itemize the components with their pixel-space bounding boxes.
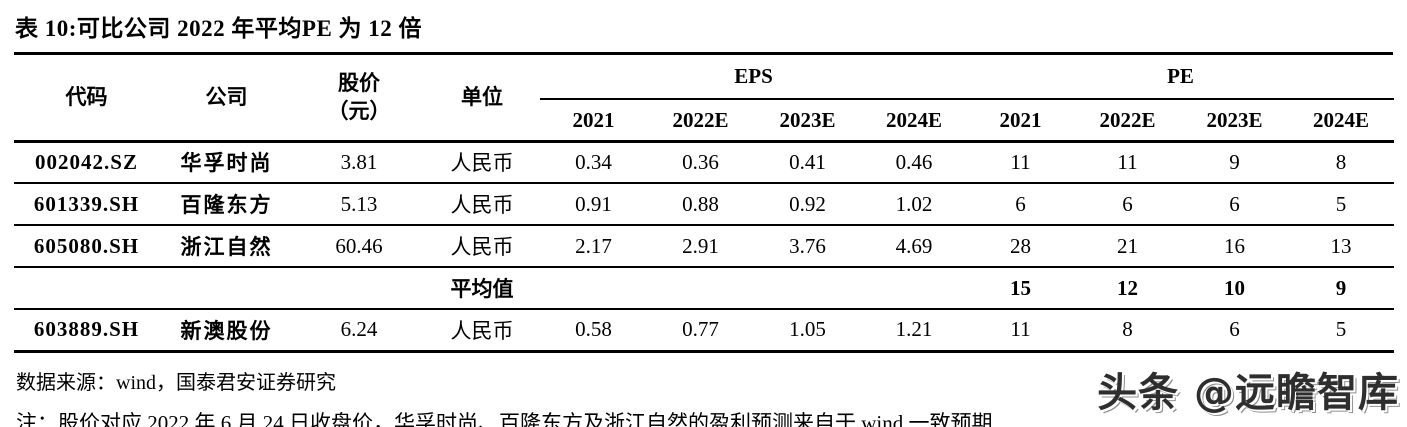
col-header-price-line2: （元） xyxy=(327,99,391,124)
cell-eps-2022e: 0.88 xyxy=(647,182,754,225)
col-header-pe-2024e: 2024E xyxy=(1313,107,1370,132)
col-header-eps-2024e: 2024E xyxy=(886,107,943,132)
cell-pe-2024e: 13 xyxy=(1288,224,1395,267)
cell-pe-2023e: 6 xyxy=(1181,308,1289,353)
cell-eps-2024e: 4.69 xyxy=(861,224,968,267)
cell-pe-2021: 11 xyxy=(967,139,1075,183)
cell-eps-2023e: 1.05 xyxy=(754,308,861,353)
cell-eps-2022e: 0.36 xyxy=(647,139,754,183)
cell-pe-2023e: 9 xyxy=(1181,139,1289,183)
cell-pe-2022e: 11 xyxy=(1074,139,1182,183)
cell-pe-2023e: 16 xyxy=(1181,224,1289,267)
cell-eps-2023e: 3.76 xyxy=(754,224,861,267)
watermark: 头条 @远瞻智库 xyxy=(1097,370,1399,416)
cell-eps-2023e: 0.92 xyxy=(754,182,861,225)
cell-eps-2021: 2.17 xyxy=(540,224,647,267)
cell-price: 6.24 xyxy=(294,308,424,353)
cell-eps-2021 xyxy=(540,266,647,309)
cell-pe-2022e: 12 xyxy=(1074,266,1182,309)
col-header-eps-2023e: 2023E xyxy=(779,107,836,132)
cell-eps-2022e: 2.91 xyxy=(647,224,754,267)
cell-pe-2023e: 10 xyxy=(1181,266,1289,309)
cell-pe-2021: 28 xyxy=(967,224,1075,267)
col-header-company: 公司 xyxy=(205,85,248,110)
col-group-eps: EPS xyxy=(540,55,968,100)
source-text: 数据来源：wind，国泰君安证券研究 xyxy=(16,371,336,394)
cell-company xyxy=(159,266,294,309)
cell-pe-2022e: 6 xyxy=(1074,182,1182,225)
cell-eps-2021: 0.34 xyxy=(540,139,647,183)
table-row: 603889.SH 新澳股份 6.24 人民币 0.58 0.77 1.05 1… xyxy=(14,308,1395,353)
cell-unit: 人民币 xyxy=(424,224,540,267)
cell-code: 603889.SH xyxy=(14,308,159,353)
col-header-pe-2021: 2021 xyxy=(999,107,1042,132)
page-title: 表 10:可比公司 2022 年平均PE 为 12 倍 xyxy=(14,6,1393,55)
table-row: 605080.SH 浙江自然 60.46 人民币 2.17 2.91 3.76 … xyxy=(14,224,1395,267)
cell-price: 60.46 xyxy=(294,224,424,267)
cell-price: 3.81 xyxy=(294,139,424,183)
cell-average-label: 平均值 xyxy=(424,266,540,309)
note-text: 注：股价对应 2022 年 6 月 24 日收盘价，华孚时尚、百隆东方及浙江自然… xyxy=(16,410,993,427)
cell-company: 百隆东方 xyxy=(159,182,294,225)
cell-eps-2022e: 0.77 xyxy=(647,308,754,353)
cell-eps-2023e: 0.41 xyxy=(754,139,861,183)
cell-eps-2023e xyxy=(754,266,861,309)
cell-code xyxy=(14,266,159,309)
cell-pe-2024e: 5 xyxy=(1288,308,1395,353)
cell-code: 605080.SH xyxy=(14,224,159,267)
cell-company: 新澳股份 xyxy=(159,308,294,353)
comparables-table: 代码 公司 股价 （元） 单位 EPS PE 2021 2022E 2023E … xyxy=(14,55,1395,353)
cell-eps-2022e xyxy=(647,266,754,309)
cell-eps-2021: 0.91 xyxy=(540,182,647,225)
col-header-eps-2022e: 2022E xyxy=(672,107,729,132)
cell-eps-2024e: 1.02 xyxy=(861,182,968,225)
cell-eps-2024e xyxy=(861,266,968,309)
cell-price xyxy=(294,266,424,309)
table-row: 601339.SH 百隆东方 5.13 人民币 0.91 0.88 0.92 1… xyxy=(14,182,1395,225)
cell-pe-2021: 6 xyxy=(967,182,1075,225)
col-header-code: 代码 xyxy=(65,85,108,110)
cell-eps-2021: 0.58 xyxy=(540,308,647,353)
cell-pe-2023e: 6 xyxy=(1181,182,1289,225)
cell-pe-2024e: 8 xyxy=(1288,139,1395,183)
col-header-eps-2021: 2021 xyxy=(572,107,615,132)
cell-pe-2022e: 21 xyxy=(1074,224,1182,267)
cell-unit: 人民币 xyxy=(424,308,540,353)
cell-unit: 人民币 xyxy=(424,139,540,183)
cell-eps-2024e: 0.46 xyxy=(861,139,968,183)
col-header-unit: 单位 xyxy=(461,85,503,110)
cell-code: 002042.SZ xyxy=(14,139,159,183)
cell-unit: 人民币 xyxy=(424,182,540,225)
col-group-pe: PE xyxy=(967,55,1395,100)
cell-company: 浙江自然 xyxy=(159,224,294,267)
cell-pe-2024e: 5 xyxy=(1288,182,1395,225)
cell-price: 5.13 xyxy=(294,182,424,225)
table-row-average: 平均值 15 12 10 9 xyxy=(14,266,1395,309)
cell-pe-2024e: 9 xyxy=(1288,266,1395,309)
cell-eps-2024e: 1.21 xyxy=(861,308,968,353)
cell-pe-2021: 15 xyxy=(967,266,1075,309)
col-header-pe-2023e: 2023E xyxy=(1206,107,1263,132)
table-row: 002042.SZ 华孚时尚 3.81 人民币 0.34 0.36 0.41 0… xyxy=(14,139,1395,183)
cell-pe-2022e: 8 xyxy=(1074,308,1182,353)
col-header-price: 股价 （元） xyxy=(294,55,424,141)
col-header-price-line1: 股价 xyxy=(338,70,380,95)
cell-company: 华孚时尚 xyxy=(159,139,294,183)
cell-code: 601339.SH xyxy=(14,182,159,225)
col-header-pe-2022e: 2022E xyxy=(1099,107,1156,132)
cell-pe-2021: 11 xyxy=(967,308,1075,353)
